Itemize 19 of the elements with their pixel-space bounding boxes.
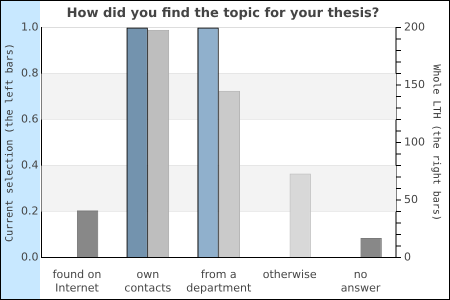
x-tick-label: otherwise [262,268,317,282]
y-tick-label: 0.4 [20,158,38,172]
x-tick-label: from a department [186,268,252,294]
y2-tick-label: 0 [404,250,412,264]
y2-tick-label: 150 [404,78,426,91]
y-tick-label: 0.2 [20,204,38,218]
y-tick-label: 0.8 [20,66,38,80]
y2-tick-label: 100 [404,135,426,148]
y2-tick-label: 50 [404,192,418,206]
y-tick-label: 0.0 [20,250,38,264]
y-tick-label: 1.0 [20,20,38,34]
y-axis-title: Current selection (the left bars) [4,43,16,242]
y-tick-label: 0.6 [20,112,38,126]
chart-title: How did you find the topic for your thesis? [66,6,380,22]
x-tick-label: found on Internet [52,268,102,294]
y2-tick-label: 200 [404,20,426,34]
y2-axis-title: Whole LTH (the right bars) [430,64,442,221]
x-tick-label: own contacts [124,268,172,294]
x-tick-label: no answer [340,268,381,294]
